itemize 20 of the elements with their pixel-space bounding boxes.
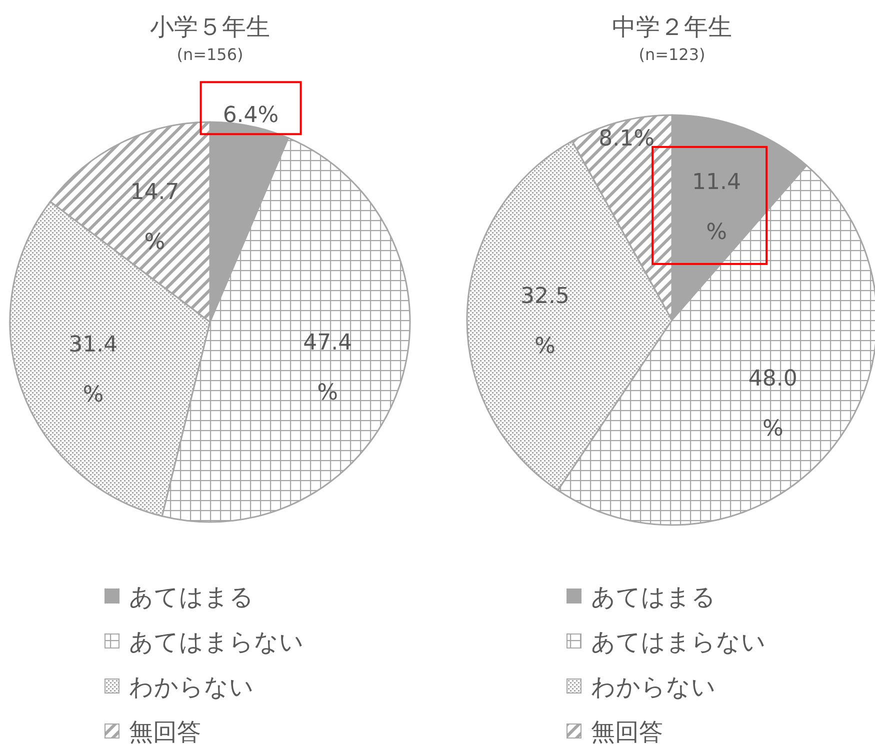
data-label: 32.5% [520,284,570,359]
chart-title: 中学２年生 [612,13,732,41]
legend-label: 無回答 [129,718,201,746]
data-label: 47.4% [303,330,352,406]
data-label: 31.4% [68,332,118,408]
chart-title: 小学５年生 [150,13,270,41]
legend-label: あてはまる [591,583,716,611]
legend-label: あてはまる [129,583,254,611]
data-label: 48.0% [748,366,798,442]
legend-label: わからない [129,673,254,701]
data-label: 11.4% [692,170,742,245]
legend-label: 無回答 [591,718,663,746]
legend-label: あてはまらない [129,628,304,656]
legend-label: あてはまらない [591,628,766,656]
legend-label: わからない [591,673,716,701]
data-label: 14.7% [130,180,180,256]
chart-subtitle: (n=123) [638,45,706,64]
data-label: 6.4% [222,103,279,128]
chart-subtitle: (n=156) [176,45,244,64]
data-label: 8.1% [598,126,655,152]
